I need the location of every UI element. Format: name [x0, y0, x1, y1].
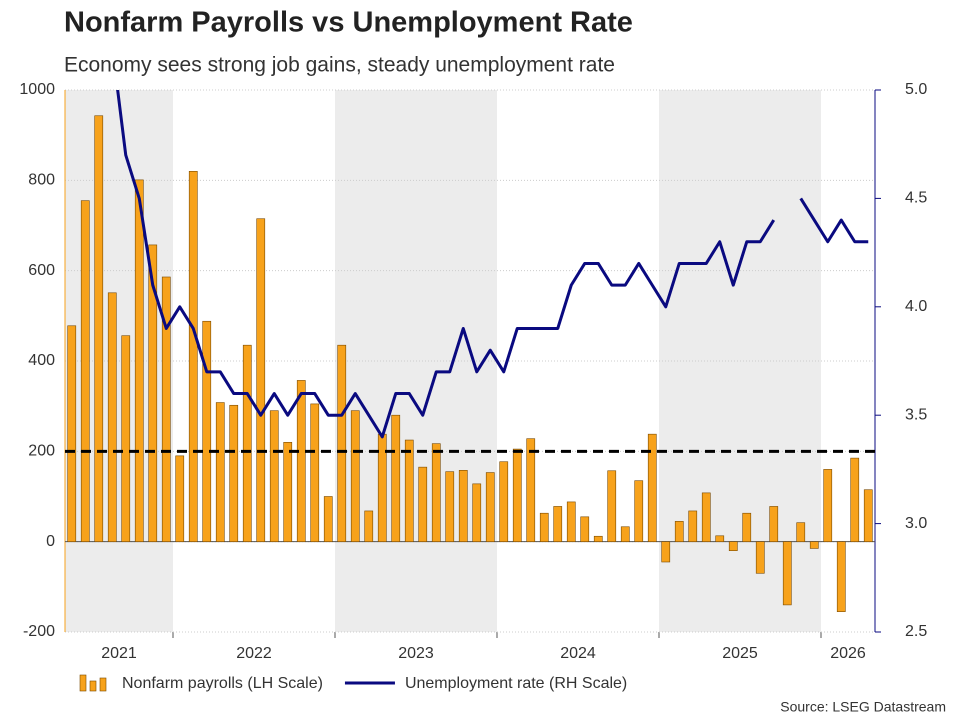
bar — [863, 489, 873, 542]
bar — [337, 344, 347, 542]
y2-tick-label: 4.5 — [905, 190, 927, 207]
bar — [94, 115, 104, 542]
bar — [350, 410, 360, 542]
bar — [782, 541, 792, 606]
bar — [755, 541, 765, 574]
bar — [310, 403, 320, 542]
bar — [661, 541, 671, 563]
bar — [593, 535, 603, 542]
bar — [526, 438, 536, 542]
bar — [296, 380, 306, 542]
bar — [836, 541, 846, 612]
bar — [80, 200, 90, 542]
bar — [391, 414, 401, 542]
y-tick-label: 800 — [28, 172, 55, 189]
x-tick-label: 2025 — [722, 645, 758, 662]
bar — [580, 516, 590, 542]
bar — [458, 470, 468, 542]
bar — [539, 512, 549, 542]
bar — [620, 526, 630, 542]
bar — [472, 483, 482, 542]
bar — [850, 457, 860, 542]
bar — [242, 344, 252, 542]
source: Source: LSEG Datastream — [780, 699, 946, 715]
bar — [161, 276, 171, 542]
y2-tick-label: 2.5 — [905, 623, 927, 640]
y-tick-label: 1000 — [19, 81, 55, 98]
y2-tick-label: 5.0 — [905, 81, 927, 98]
bar — [485, 472, 495, 542]
y-tick-label: -200 — [23, 623, 55, 640]
bar — [283, 441, 293, 542]
bar — [823, 469, 833, 542]
line — [116, 90, 869, 439]
chart-subtitle: Economy sees strong job gains, steady un… — [64, 54, 615, 77]
bar — [445, 471, 455, 542]
x-tick-label: 2023 — [398, 645, 434, 662]
y2-tick-label: 4.0 — [905, 298, 927, 315]
y-tick-label: 200 — [28, 443, 55, 460]
bar — [607, 470, 617, 542]
x-tick-label: 2024 — [560, 645, 596, 662]
bar — [323, 496, 333, 542]
bar — [215, 402, 225, 542]
bar — [512, 448, 522, 542]
bar — [134, 179, 144, 542]
bar — [229, 404, 239, 542]
bar — [269, 410, 279, 542]
y-tick-label: 0 — [46, 533, 55, 550]
bar — [688, 510, 698, 542]
bar — [431, 443, 441, 542]
legend-swatch — [99, 677, 107, 692]
bar — [796, 522, 806, 542]
bar — [809, 541, 819, 549]
bar — [553, 506, 563, 542]
bar — [769, 506, 779, 542]
bar — [499, 461, 509, 542]
bar — [742, 512, 752, 542]
bar — [404, 439, 414, 542]
bar — [674, 521, 684, 542]
bar — [715, 535, 725, 542]
chart-title: Nonfarm Payrolls vs Unemployment Rate — [64, 7, 633, 39]
bar — [175, 455, 185, 542]
legend-label: Unemployment rate (RH Scale) — [405, 675, 627, 692]
y-tick-label: 400 — [28, 352, 55, 369]
legend-swatch — [79, 674, 87, 692]
bar — [364, 510, 374, 542]
bar — [634, 480, 644, 542]
bar — [256, 218, 266, 542]
bar — [202, 320, 212, 542]
bar — [728, 541, 738, 552]
y2-tick-label: 3.5 — [905, 406, 927, 423]
bar — [701, 492, 711, 542]
y2-tick-label: 3.0 — [905, 515, 927, 532]
x-tick-label: 2022 — [236, 645, 272, 662]
bar — [107, 292, 117, 542]
bar — [647, 433, 657, 542]
bar — [67, 325, 77, 542]
bar — [121, 335, 131, 542]
y-tick-label: 600 — [28, 262, 55, 279]
bar — [188, 171, 198, 542]
legend-swatch — [89, 680, 97, 692]
legend-label: Nonfarm payrolls (LH Scale) — [122, 675, 323, 692]
bar — [418, 466, 428, 542]
x-tick-label: 2021 — [101, 645, 137, 662]
bar — [566, 501, 576, 542]
bar — [148, 244, 158, 542]
x-tick-label: 2026 — [830, 645, 866, 662]
